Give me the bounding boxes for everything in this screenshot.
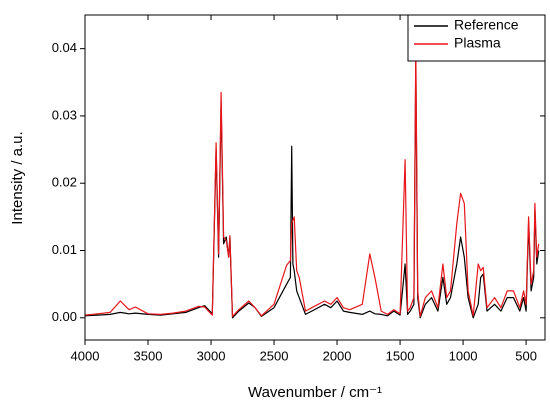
y-tick-label: 0.02 <box>52 175 77 190</box>
x-tick-label: 2500 <box>260 348 289 363</box>
legend-label: Plasma <box>454 35 501 51</box>
x-tick-label: 4000 <box>71 348 100 363</box>
y-tick-label: 0.03 <box>52 107 77 122</box>
x-tick-label: 3500 <box>134 348 163 363</box>
x-tick-label: 1500 <box>386 348 415 363</box>
plot-frame <box>84 14 546 341</box>
x-tick-label: 3000 <box>197 348 226 363</box>
legend-label: Reference <box>454 17 519 33</box>
y-tick-label: 0.04 <box>52 40 77 55</box>
legend-box <box>407 14 546 62</box>
x-axis-label: Wavenumber / cm⁻¹ <box>248 384 382 401</box>
y-axis-label: Intensity / a.u. <box>9 131 26 224</box>
x-tick-label: 2000 <box>323 348 352 363</box>
series-line <box>84 61 540 319</box>
x-tick-label: 1000 <box>449 348 478 363</box>
y-tick-label: 0.01 <box>52 242 77 257</box>
y-tick-label: 0.00 <box>52 309 77 324</box>
x-tick-label: 500 <box>515 348 537 363</box>
series-line <box>84 44 540 317</box>
